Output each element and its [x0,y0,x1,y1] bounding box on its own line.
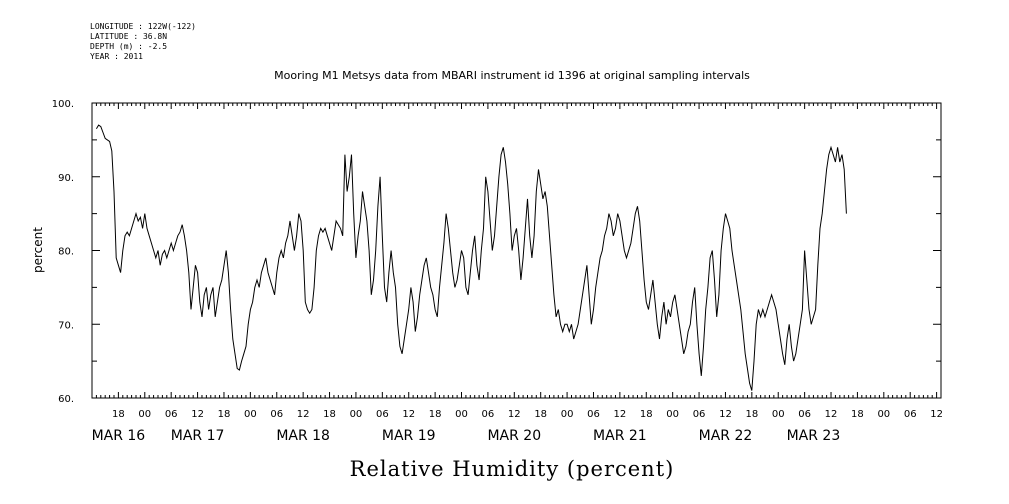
metadata-block: LONGITUDE : 122W(-122) LATITUDE : 36.8N … [90,22,196,61]
latitude-label: LATITUDE : 36.8N [90,32,167,41]
day-label: MAR 19 [382,428,436,444]
x-tick-label: 00 [244,409,257,420]
y-tick-label: 90. [58,173,74,184]
x-tick-label: 06 [165,409,178,420]
day-label: MAR 22 [699,428,753,444]
x-tick-label: 00 [772,409,785,420]
day-label: MAR 23 [787,428,841,444]
y-tick-labels: 60. 70. 80. 90. 100. [52,99,74,405]
x-tick-label: 12 [402,409,415,420]
day-label: MAR 16 [92,428,146,444]
x-tick-label: 18 [429,409,442,420]
x-axis-label: Relative Humidity (percent) [350,457,675,481]
x-tick-label: 06 [587,409,600,420]
depth-label: DEPTH (m) : -2.5 [90,42,167,51]
y-axis-label: percent [31,227,45,273]
x-tick-label: 12 [508,409,521,420]
year-label: YEAR : 2011 [90,52,143,61]
y-tick-label: 80. [58,247,74,258]
x-tick-label: 18 [323,409,336,420]
x-tick-label: 06 [904,409,917,420]
x-tick-label: 06 [270,409,283,420]
x-tick-label: 12 [297,409,310,420]
day-labels: MAR 16 MAR 17 MAR 18 MAR 19 MAR 20 MAR 21 MAR … [92,428,841,444]
x-tick-labels: 18 00 06 12 18 00 06 12 18 00 06 12 18 00 06 12 18 00 06 12… [112,409,943,420]
x-tick-label: 18 [851,409,864,420]
longitude-label: LONGITUDE : 122W(-122) [90,22,196,31]
y-tick-label: 60. [58,394,74,405]
x-tick-label: 18 [112,409,125,420]
humidity-series-line [95,124,847,391]
x-tick-label: 00 [877,409,890,420]
x-tick-label: 00 [561,409,574,420]
y-tick-label: 70. [58,320,74,331]
day-label: MAR 17 [171,428,225,444]
x-tick-label: 00 [455,409,468,420]
x-tick-label: 18 [745,409,758,420]
x-tick-label: 12 [614,409,627,420]
chart-title: Mooring M1 Metsys data from MBARI instru… [274,69,750,82]
x-tick-label: 06 [482,409,495,420]
plot-frame [91,102,942,399]
x-tick-label: 12 [719,409,732,420]
x-tick-label: 18 [640,409,653,420]
x-tick-label: 06 [798,409,811,420]
day-label: MAR 21 [593,428,647,444]
x-tick-label: 00 [138,409,151,420]
tick-marks [91,102,942,399]
x-tick-label: 00 [350,409,363,420]
x-tick-label: 18 [218,409,231,420]
x-tick-label: 12 [825,409,838,420]
x-tick-label: 12 [191,409,204,420]
y-tick-label: 100. [52,99,74,110]
x-tick-label: 06 [693,409,706,420]
x-tick-label: 06 [376,409,389,420]
day-label: MAR 18 [276,428,330,444]
x-tick-label: 00 [666,409,679,420]
day-label: MAR 20 [487,428,541,444]
x-tick-label: 12 [930,409,943,420]
x-tick-label: 18 [534,409,547,420]
